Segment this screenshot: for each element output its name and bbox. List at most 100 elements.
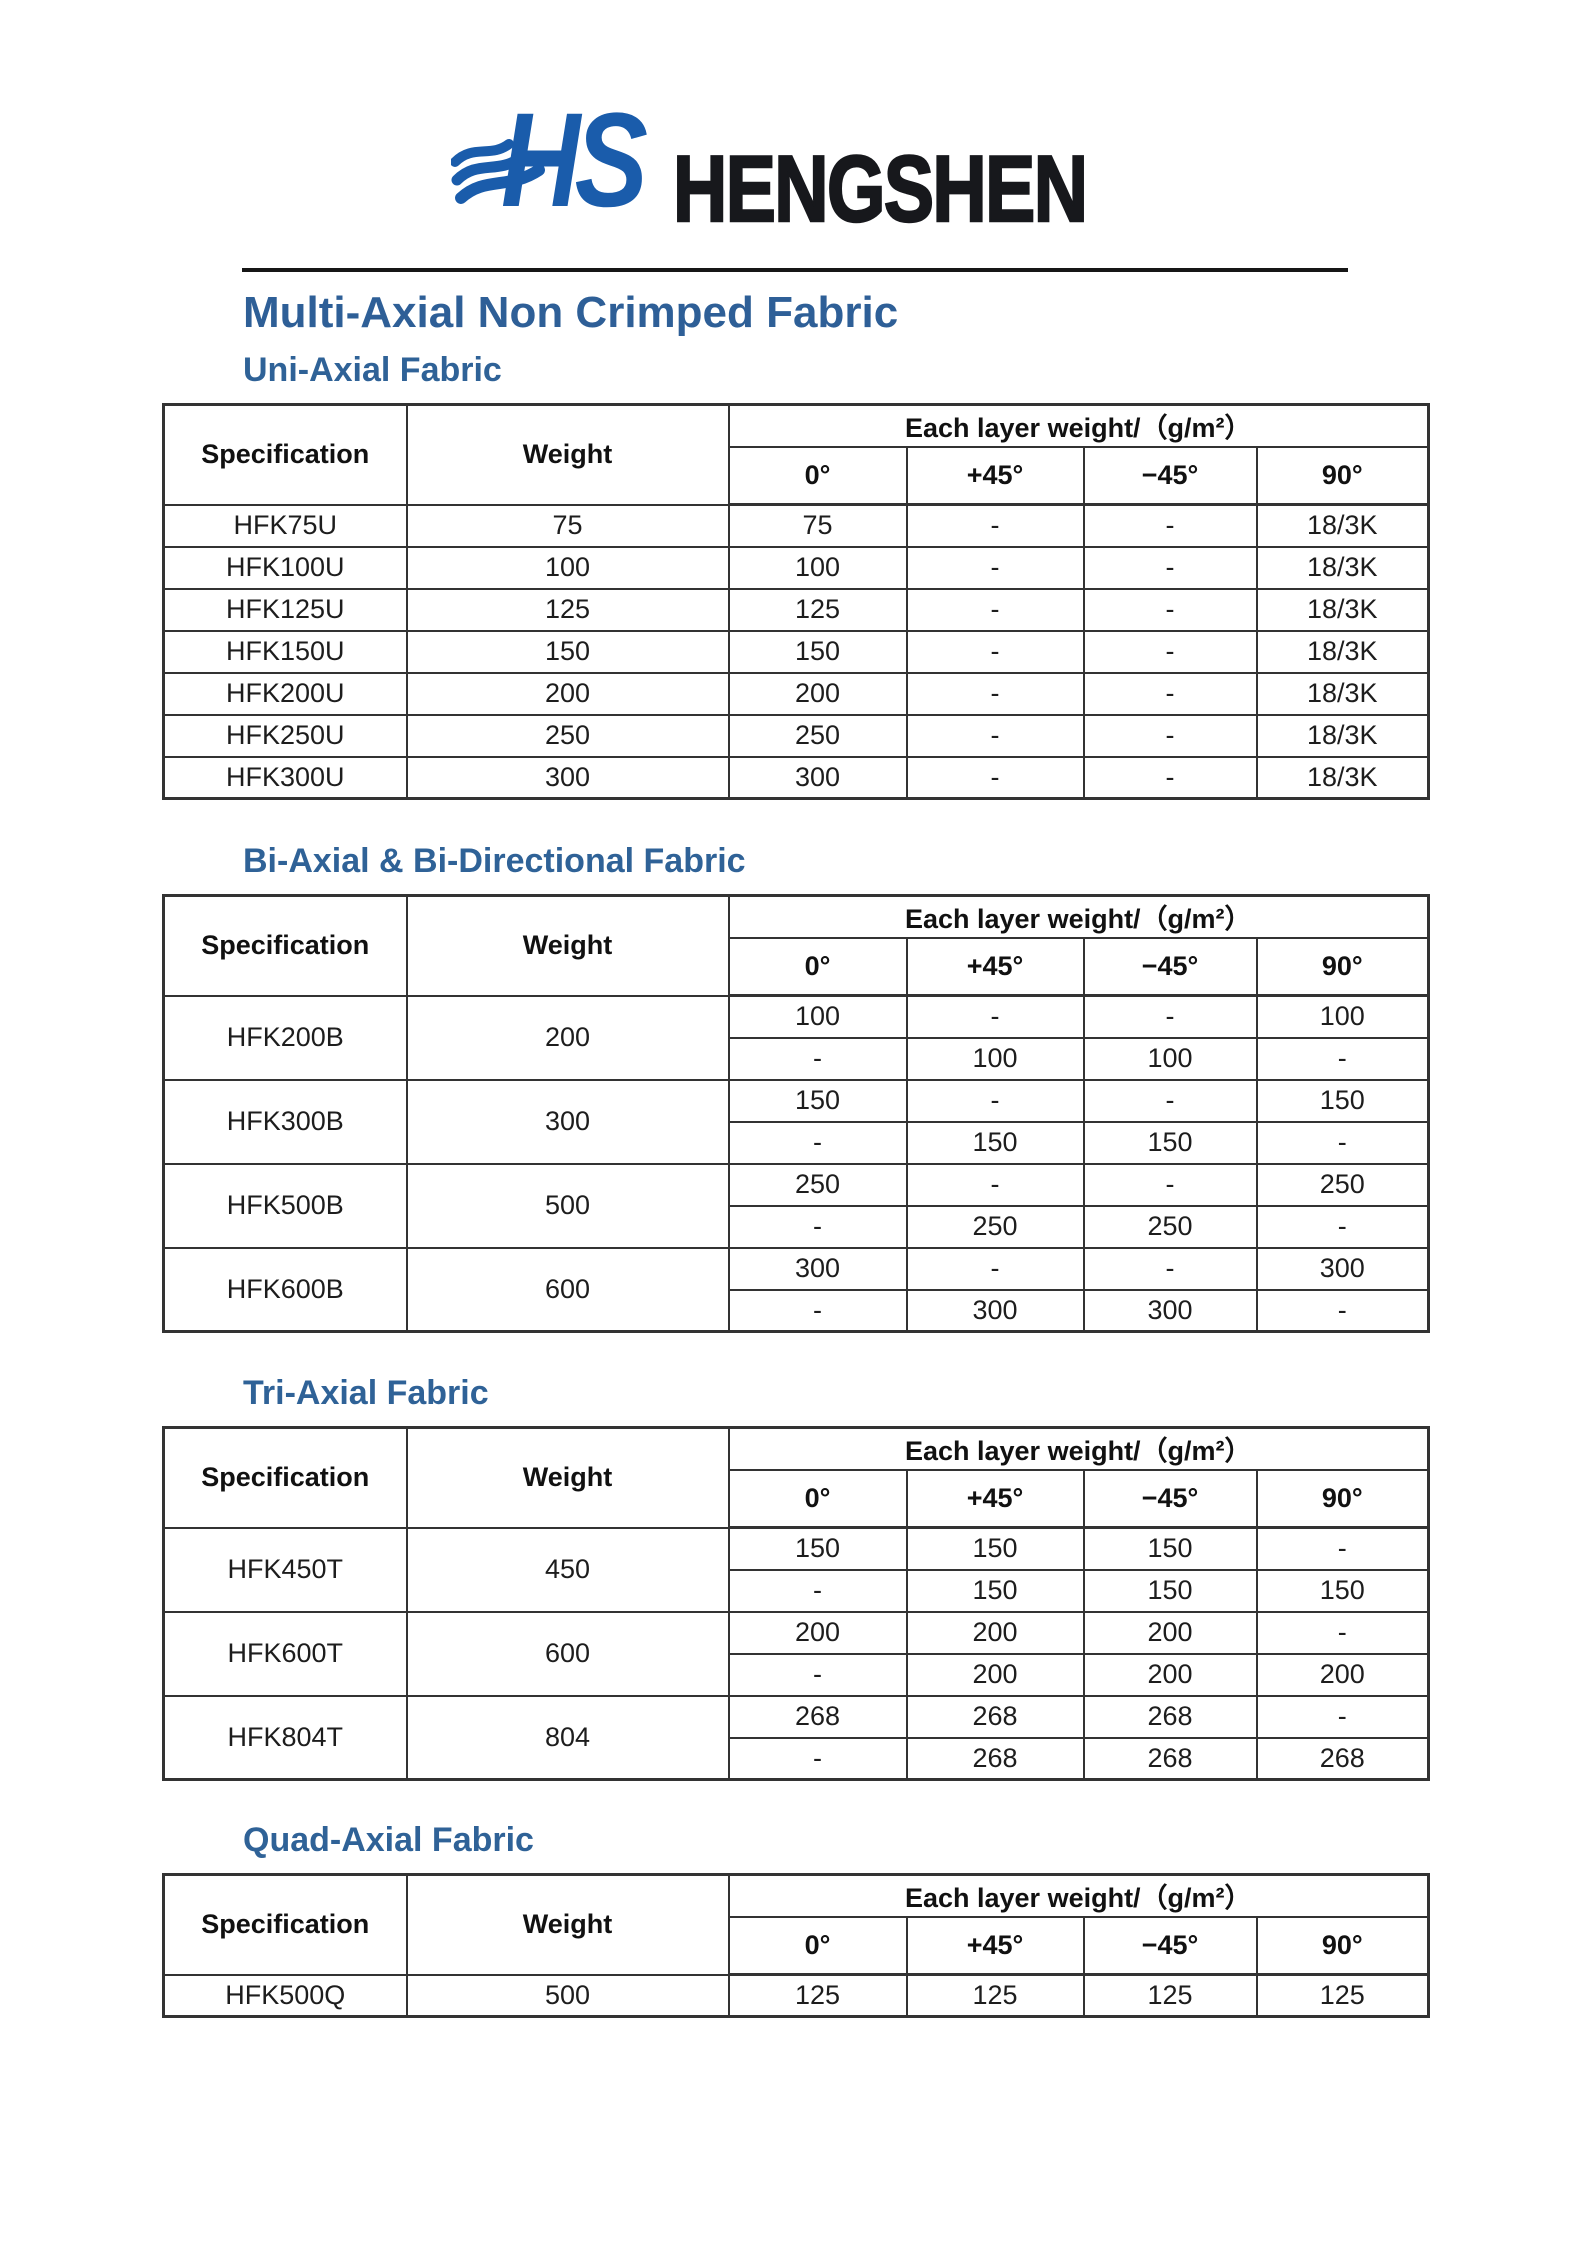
table-row: HFK300B 300 150- -150 (162, 1078, 1430, 1165)
layer-weight-cell: - (1082, 994, 1258, 1039)
weight-cell: 600 (405, 1246, 730, 1333)
fabric-section: Quad-Axial Fabric Specification Weight E… (162, 1820, 1431, 2018)
table-row: -150 150 150 (164, 1568, 1430, 1613)
layer-weight-cell: 125 (905, 1973, 1085, 2018)
layer-weight-cell: 268 (905, 1694, 1085, 1739)
col-header-angle: 90° (1255, 1468, 1430, 1529)
section-title: Tri-Axial Fabric (243, 1374, 489, 1412)
table-row: HFK75U 75 75- -18/3K (162, 503, 1430, 548)
header-row-angles: 0° +45° −45° 90° (164, 936, 1430, 997)
layer-weight-cell: 150 (905, 1120, 1085, 1165)
spec-table: Specification Weight Each layer weight/（… (162, 403, 1431, 800)
layer-weight-cell: 18/3K (1255, 587, 1430, 632)
table-row: HFK804T 804 268 268 268- (162, 1694, 1430, 1781)
weight-cell: 450 (405, 1526, 730, 1613)
layer-weight-cell: 200 (905, 1652, 1085, 1697)
layer-weight-cell: 125 (727, 587, 908, 632)
layer-weight-cell: 100 (727, 994, 908, 1039)
divider-rule (242, 268, 1348, 272)
header-row-angles: 0° +45° −45° 90° (164, 445, 1430, 506)
spec-cell: HFK100U (162, 545, 408, 590)
col-header-specification: Specification (162, 403, 408, 506)
spec-table: Specification Weight Each layer weight/（… (162, 894, 1431, 1333)
layer-weight-cell: - (1082, 1162, 1258, 1207)
layer-weight-cell: 300 (727, 1246, 908, 1291)
layer-weight-cell: - (727, 1568, 908, 1613)
layer-weight-cell: - (727, 1036, 908, 1081)
header-row-1: Specification Weight Each layer weight/（… (162, 403, 1430, 506)
table-row: -200 200 200 (164, 1652, 1430, 1697)
table-row: HFK500Q 500 125 125 125 125 (162, 1973, 1430, 2018)
layer-weight-cell: - (1255, 1526, 1430, 1571)
layer-weight-cell: - (905, 994, 1085, 1039)
table-row: HFK500B 500 250- -250 (162, 1162, 1430, 1249)
layer-weight-cell: 200 (905, 1610, 1085, 1655)
layer-weight-cell: 300 (905, 1288, 1085, 1333)
col-header-angle: −45° (1082, 1915, 1258, 1976)
weight-cell: 150 (405, 629, 730, 674)
spec-table: Specification Weight Each layer weight/（… (162, 1873, 1431, 2018)
layer-weight-cell: - (1082, 713, 1258, 758)
waves-icon (451, 139, 545, 204)
layer-weight-cell: 100 (1255, 994, 1430, 1039)
col-header-layer-weight: Each layer weight/（g/m²） (727, 1873, 1430, 1918)
layer-weight-cell: 125 (1082, 1973, 1258, 2018)
layer-weight-cell: 100 (727, 545, 908, 590)
table-row: HFK200U 200 200- -18/3K (162, 671, 1430, 716)
layer-weight-cell: 18/3K (1255, 545, 1430, 590)
spec-cell: HFK600T (162, 1610, 408, 1697)
weight-cell: 300 (405, 755, 730, 800)
layer-weight-cell: - (1255, 1694, 1430, 1739)
weight-cell: 125 (405, 587, 730, 632)
spec-cell: HFK200U (162, 671, 408, 716)
col-header-angle: −45° (1082, 1468, 1258, 1529)
spec-cell: HFK600B (162, 1246, 408, 1333)
layer-weight-cell: - (727, 1652, 908, 1697)
table-row: -150 150- (164, 1120, 1430, 1165)
layer-weight-cell: 200 (1255, 1652, 1430, 1697)
col-header-layer-weight: Each layer weight/（g/m²） (727, 403, 1430, 448)
table-row: -250 250- (164, 1204, 1430, 1249)
layer-weight-cell: - (905, 629, 1085, 674)
col-header-weight: Weight (405, 894, 730, 997)
layer-weight-cell: 18/3K (1255, 713, 1430, 758)
weight-cell: 804 (405, 1694, 730, 1781)
col-header-angle: 90° (1255, 1915, 1430, 1976)
layer-weight-cell: 268 (1255, 1736, 1430, 1781)
logo-wordmark: HENGSHEN (672, 135, 1089, 241)
layer-weight-cell: - (1082, 1246, 1258, 1291)
layer-weight-cell: 250 (905, 1204, 1085, 1249)
col-header-angle: +45° (905, 445, 1085, 506)
section-title: Bi-Axial & Bi-Directional Fabric (243, 842, 746, 880)
layer-weight-cell: 18/3K (1255, 629, 1430, 674)
layer-weight-cell: - (905, 755, 1085, 800)
company-logo: HS HENGSHEN (451, 94, 1190, 241)
layer-weight-cell: - (727, 1288, 908, 1333)
table-row: HFK600B 600 300- -300 (162, 1246, 1430, 1333)
col-header-angle: 0° (727, 1468, 908, 1529)
spec-table-body: HFK500Q 500 125 125 125 125 (162, 1973, 1430, 2018)
layer-weight-cell: 300 (1255, 1246, 1430, 1291)
weight-cell: 500 (405, 1162, 730, 1249)
layer-weight-cell: 150 (1082, 1120, 1258, 1165)
weight-cell: 200 (405, 671, 730, 716)
col-header-angle: −45° (1082, 936, 1258, 997)
col-header-angle: 0° (727, 936, 908, 997)
layer-weight-cell: - (905, 545, 1085, 590)
layer-weight-cell: - (1082, 629, 1258, 674)
layer-weight-cell: 100 (905, 1036, 1085, 1081)
spec-cell: HFK125U (162, 587, 408, 632)
weight-cell: 300 (405, 1078, 730, 1165)
weight-cell: 500 (405, 1973, 730, 2018)
spec-cell: HFK804T (162, 1694, 408, 1781)
weight-cell: 200 (405, 994, 730, 1081)
layer-weight-cell: - (1255, 1288, 1430, 1333)
col-header-angle: 90° (1255, 445, 1430, 506)
layer-weight-cell: 125 (727, 1973, 908, 2018)
layer-weight-cell: 150 (905, 1568, 1085, 1613)
spec-cell: HFK250U (162, 713, 408, 758)
layer-weight-cell: 125 (1255, 1973, 1430, 2018)
layer-weight-cell: 75 (727, 503, 908, 548)
table-row: -300 300- (164, 1288, 1430, 1333)
weight-cell: 250 (405, 713, 730, 758)
